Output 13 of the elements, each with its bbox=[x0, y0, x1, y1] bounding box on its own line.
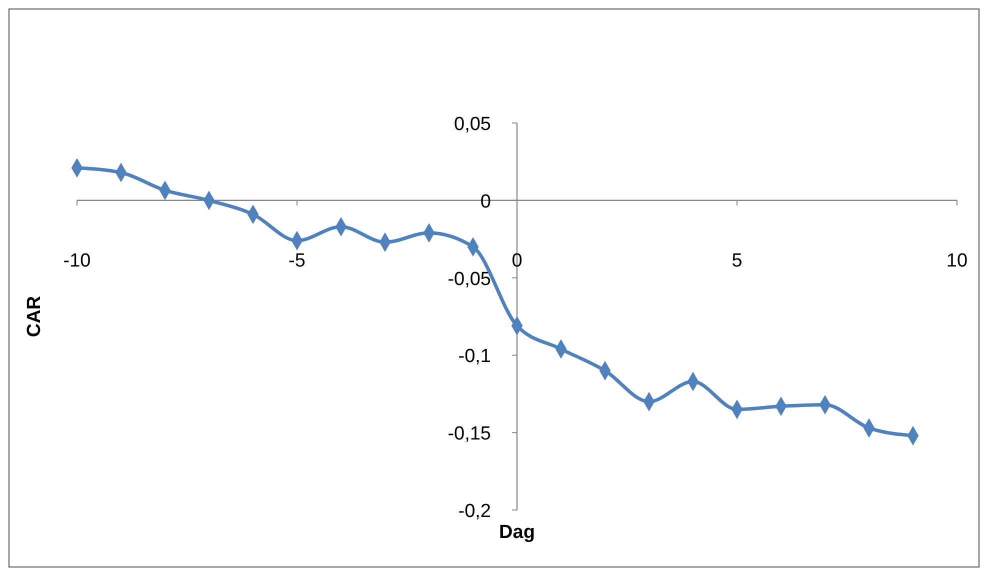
y-tick-label: -0,05 bbox=[448, 268, 491, 290]
x-tick-label: 5 bbox=[732, 250, 742, 272]
x-tick-label: 10 bbox=[946, 250, 968, 272]
x-axis-title: Dag bbox=[499, 522, 535, 543]
x-tick-label: 0 bbox=[512, 250, 522, 272]
y-tick-label: -0,1 bbox=[458, 346, 491, 368]
x-tick-label: -5 bbox=[288, 250, 306, 272]
y-tick-label: -0,2 bbox=[458, 501, 491, 522]
y-tick-label: -0,15 bbox=[448, 424, 491, 445]
x-tick-label: -10 bbox=[63, 250, 91, 272]
y-axis-title: CAR bbox=[24, 296, 45, 338]
y-tick-label: 0,05 bbox=[454, 114, 491, 135]
y-tick-label: 0 bbox=[480, 191, 491, 212]
